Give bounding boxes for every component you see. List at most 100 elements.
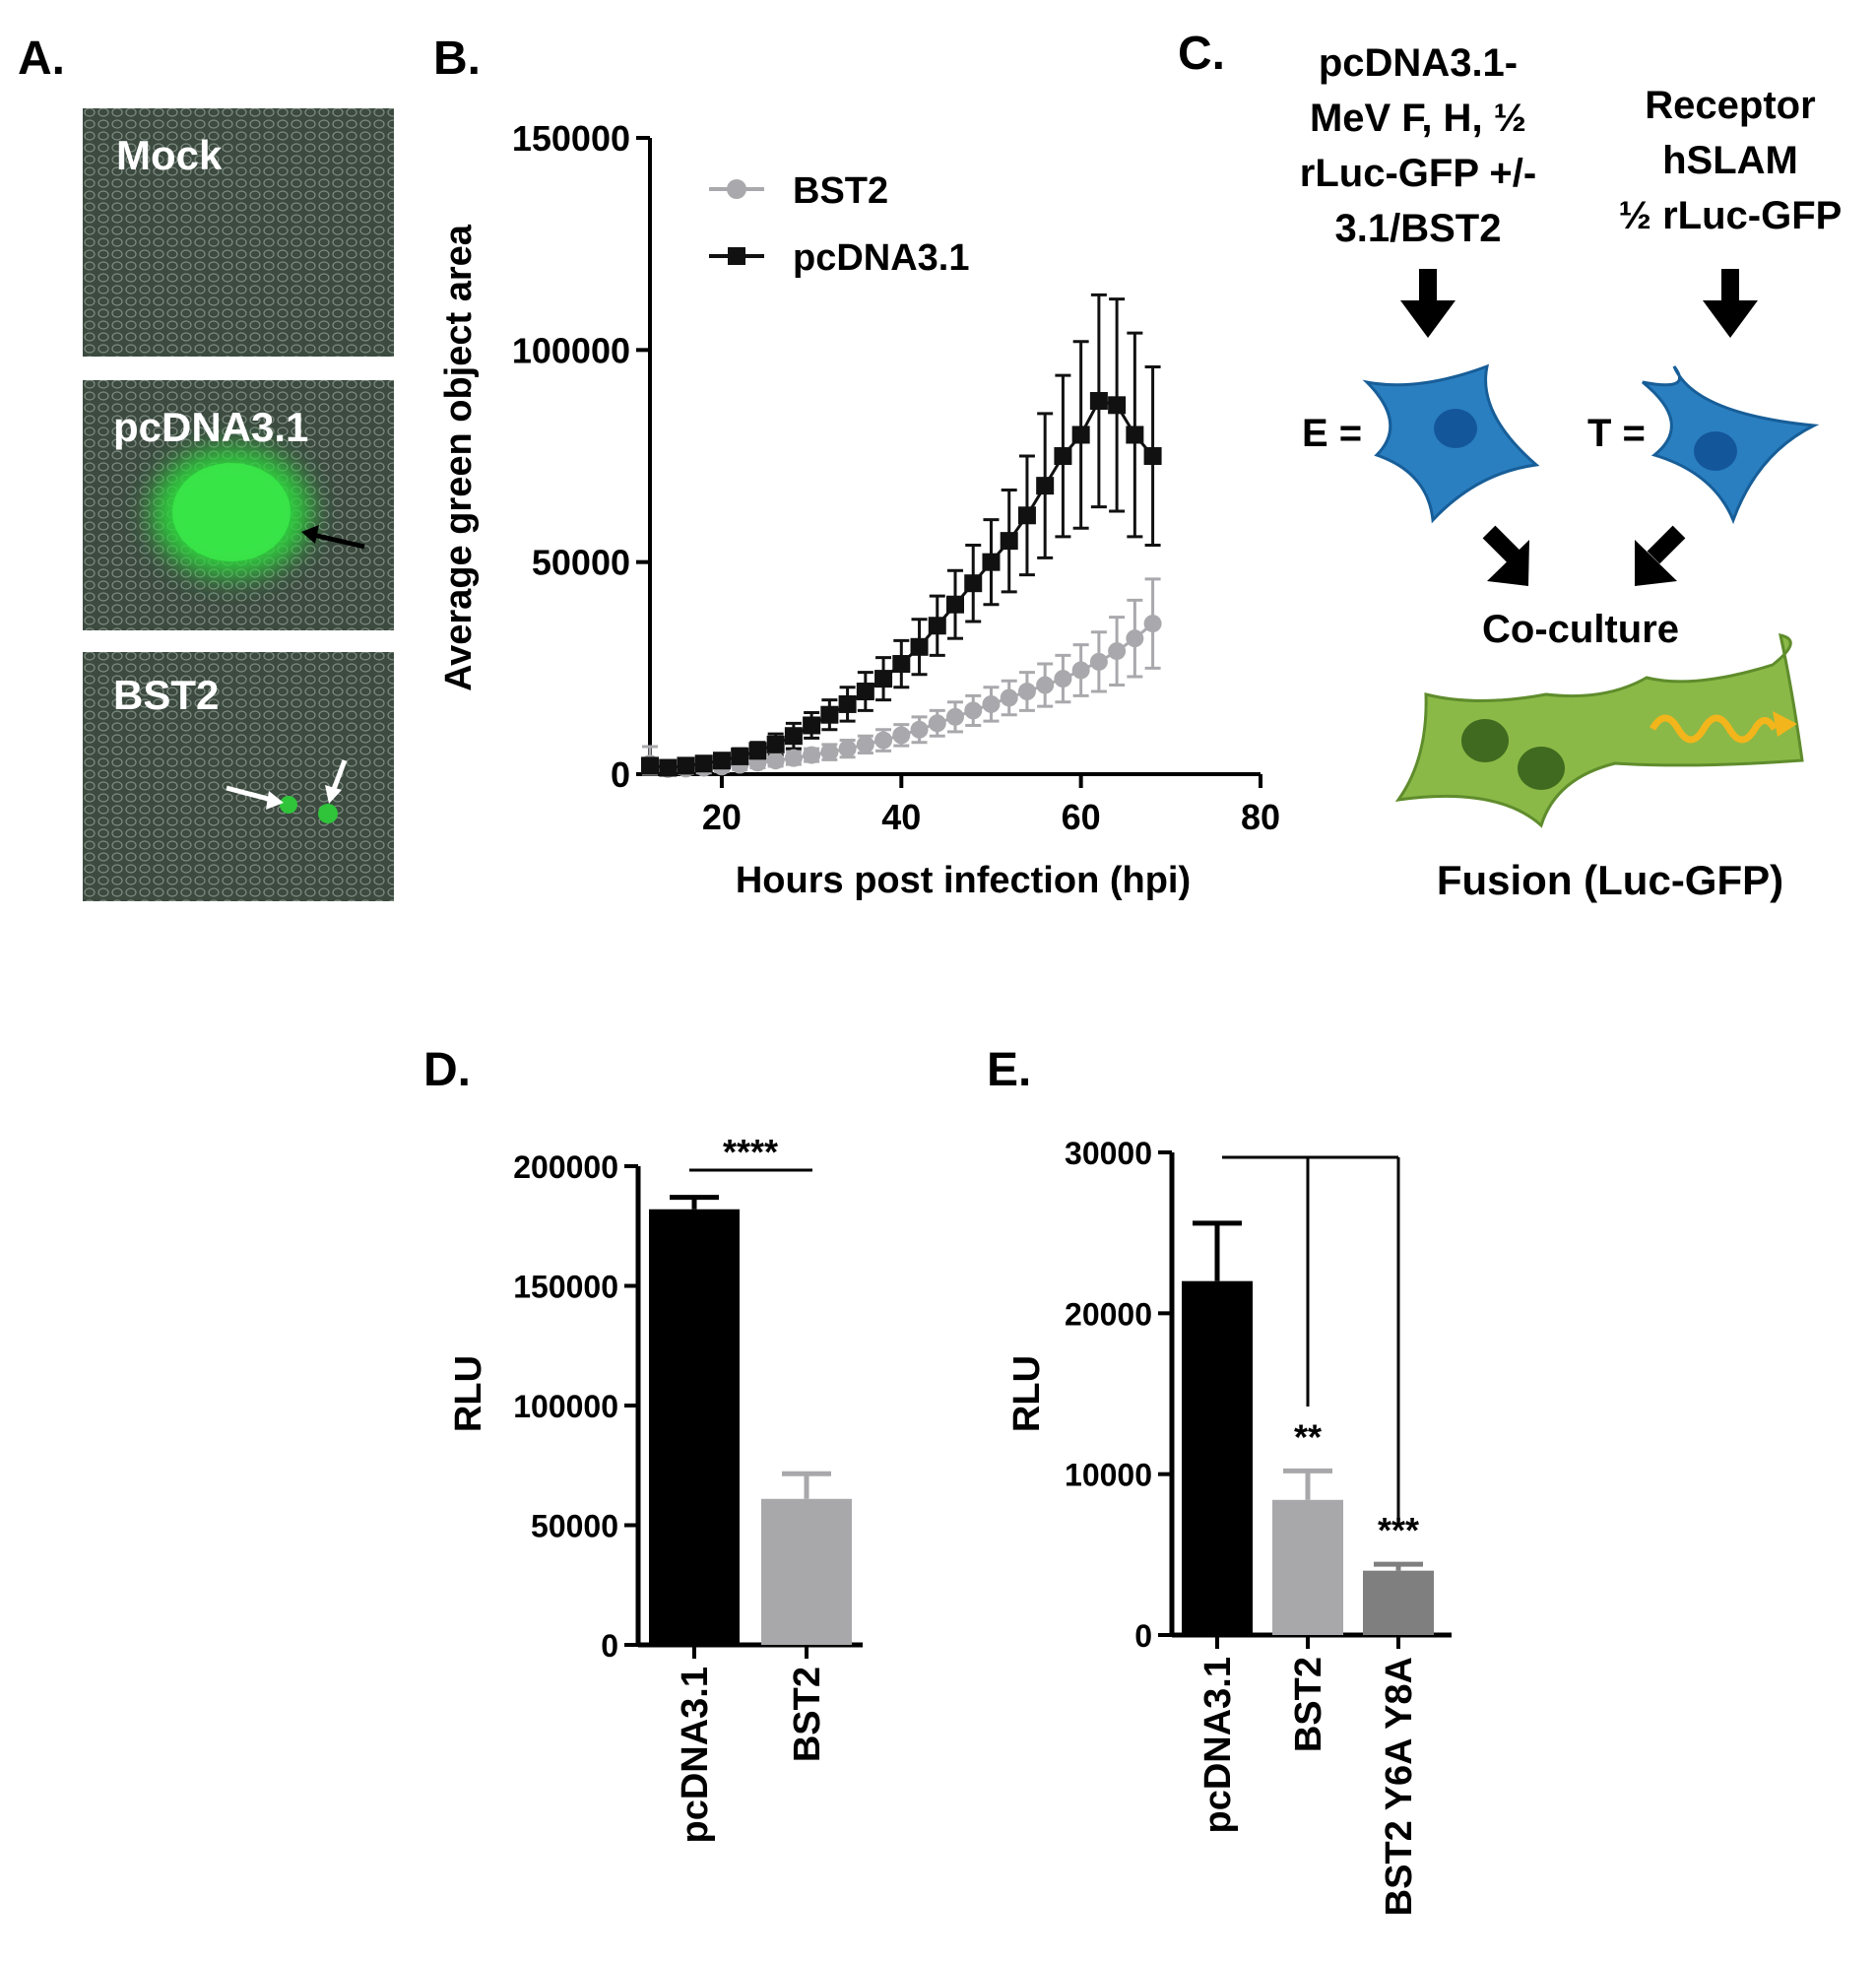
chart-e-ytick-label: 10000 bbox=[1065, 1458, 1152, 1493]
chart-e-category-label: pcDNA3.1 bbox=[1197, 1657, 1239, 1834]
data-point-bst2 bbox=[1143, 615, 1162, 633]
coculture-label: Co-culture bbox=[1482, 608, 1679, 651]
data-point-pcdna3-1 bbox=[1143, 447, 1162, 465]
chart-e-ytick-label: 0 bbox=[1134, 1618, 1152, 1654]
chart-d-category-label: pcDNA3.1 bbox=[675, 1667, 716, 1844]
chart-b-xtick-label: 80 bbox=[1241, 797, 1280, 837]
chart-b-xtick-label: 40 bbox=[881, 797, 921, 837]
data-point-pcdna3-1 bbox=[1126, 426, 1144, 444]
data-point-bst2 bbox=[910, 720, 929, 739]
data-point-bst2 bbox=[892, 726, 911, 745]
data-point-bst2 bbox=[964, 701, 983, 720]
target-text-line: ½ rLuc-GFP bbox=[1619, 194, 1843, 237]
data-point-bst2 bbox=[874, 731, 893, 750]
panel-c-letter: C. bbox=[1178, 28, 1225, 80]
data-point-pcdna3-1 bbox=[731, 747, 749, 765]
target-label: T = bbox=[1587, 412, 1646, 455]
series-line-pcdna3-1 bbox=[649, 399, 1154, 770]
chart-b-ylabel: Average green object area bbox=[438, 224, 480, 691]
legend-marker bbox=[728, 247, 745, 265]
target-description: Receptor hSLAM ½ rLuc-GFP bbox=[1619, 84, 1843, 237]
bar-bst2 bbox=[1272, 1499, 1343, 1635]
data-point-pcdna3-1 bbox=[641, 756, 659, 775]
chart-e-ylabel: RLU bbox=[1006, 1355, 1048, 1432]
micrograph-mock: Mock bbox=[83, 108, 394, 357]
micrograph-label-pcdna: pcDNA3.1 bbox=[113, 404, 308, 450]
data-point-pcdna3-1 bbox=[677, 756, 695, 775]
data-point-pcdna3-1 bbox=[784, 727, 803, 746]
legend-label: pcDNA3.1 bbox=[793, 237, 970, 279]
panel-e-letter: E. bbox=[987, 1044, 1031, 1096]
chart-e-bars: ***** bbox=[1182, 1155, 1434, 1635]
micrograph-label-bst2: BST2 bbox=[113, 672, 219, 718]
chart-d: 0 50000 100000 150000 200000 pcDNA3.1 BST2 ***… bbox=[448, 1132, 863, 1844]
chart-e-axes: 0 10000 20000 30000 pcDNA3.1 BST2 BST2 Y6A Y8A bbox=[1065, 1136, 1452, 1916]
effector-label: E = bbox=[1302, 412, 1362, 455]
effector-text-line: 3.1/BST2 bbox=[1335, 207, 1502, 250]
significance-label: ** bbox=[1294, 1416, 1322, 1457]
fusion-label: Fusion (Luc-GFP) bbox=[1437, 857, 1783, 903]
chart-d-ylabel: RLU bbox=[448, 1355, 489, 1432]
data-point-bst2 bbox=[1036, 676, 1055, 694]
data-point-pcdna3-1 bbox=[982, 553, 1001, 571]
data-point-bst2 bbox=[1017, 683, 1036, 701]
effector-description: pcDNA3.1- MeV F, H, ½ rLuc-GFP +/- 3.1/BST2 bbox=[1300, 41, 1536, 250]
micrograph-label-mock: Mock bbox=[116, 132, 223, 178]
chart-b-lines bbox=[649, 399, 1154, 771]
panel-d-letter: D. bbox=[423, 1044, 471, 1096]
data-point-bst2 bbox=[1000, 688, 1018, 707]
data-point-pcdna3-1 bbox=[856, 683, 874, 701]
luminescence-icon bbox=[1649, 711, 1797, 744]
data-point-pcdna3-1 bbox=[1108, 396, 1127, 415]
chart-e-ytick-label: 20000 bbox=[1065, 1296, 1152, 1332]
chart-b-xlabel: Hours post infection (hpi) bbox=[736, 860, 1191, 901]
panel-a-letter: A. bbox=[18, 33, 65, 85]
data-point-pcdna3-1 bbox=[712, 752, 731, 770]
target-cell-icon bbox=[1642, 365, 1820, 525]
micrograph-pcdna: pcDNA3.1 bbox=[83, 380, 394, 630]
chart-b-ytick-label: 0 bbox=[611, 754, 630, 795]
diagonal-arrow-icon bbox=[1482, 525, 1529, 586]
bar-pcdna3-1 bbox=[649, 1209, 740, 1645]
data-point-bst2 bbox=[784, 749, 803, 767]
data-point-pcdna3-1 bbox=[874, 670, 893, 688]
bar-bst2 bbox=[761, 1498, 852, 1645]
chart-b-points bbox=[641, 392, 1162, 778]
chart-d-ytick-label: 100000 bbox=[513, 1389, 618, 1424]
data-point-bst2 bbox=[766, 752, 785, 770]
chart-d-ytick-label: 200000 bbox=[513, 1149, 618, 1185]
data-point-bst2 bbox=[838, 740, 857, 758]
data-point-pcdna3-1 bbox=[1000, 532, 1018, 551]
chart-d-bars: **** bbox=[649, 1132, 852, 1645]
data-point-pcdna3-1 bbox=[838, 694, 857, 713]
data-point-bst2 bbox=[1089, 652, 1108, 671]
data-point-pcdna3-1 bbox=[928, 617, 946, 635]
chart-b-ytick-label: 150000 bbox=[512, 118, 630, 159]
data-point-bst2 bbox=[928, 714, 946, 733]
chart-e-ytick-label: 30000 bbox=[1065, 1136, 1152, 1171]
significance-label: *** bbox=[1378, 1510, 1419, 1550]
down-arrow-icon bbox=[1703, 269, 1758, 338]
micrograph-bst2: BST2 bbox=[83, 652, 394, 901]
data-point-pcdna3-1 bbox=[1017, 506, 1036, 525]
data-point-pcdna3-1 bbox=[803, 716, 821, 735]
legend-label: BST2 bbox=[793, 170, 888, 212]
chart-e-category-label: BST2 bbox=[1288, 1657, 1329, 1752]
chart-e-category-label: BST2 Y6A Y8A bbox=[1379, 1657, 1420, 1916]
panel-b-letter: B. bbox=[433, 33, 481, 85]
chart-b-xtick-label: 20 bbox=[702, 797, 742, 837]
data-point-bst2 bbox=[1126, 629, 1144, 648]
chart-d-axes: 0 50000 100000 150000 200000 pcDNA3.1 BST2 bbox=[513, 1149, 863, 1844]
target-text-line: hSLAM bbox=[1662, 139, 1798, 182]
significance-label: **** bbox=[723, 1132, 778, 1172]
chart-b-legend: BST2 pcDNA3.1 bbox=[709, 170, 970, 279]
effector-cell-icon bbox=[1362, 363, 1540, 524]
data-point-bst2 bbox=[1108, 642, 1127, 661]
chart-d-ytick-label: 0 bbox=[601, 1628, 618, 1664]
chart-b-axes: 0 50000 100000 150000 20 40 60 80 bbox=[512, 118, 1280, 837]
chart-d-category-label: BST2 bbox=[787, 1667, 828, 1762]
bar-bst2-y6a-y8a bbox=[1363, 1570, 1434, 1635]
data-point-pcdna3-1 bbox=[1071, 426, 1090, 444]
data-point-bst2 bbox=[1054, 670, 1072, 688]
